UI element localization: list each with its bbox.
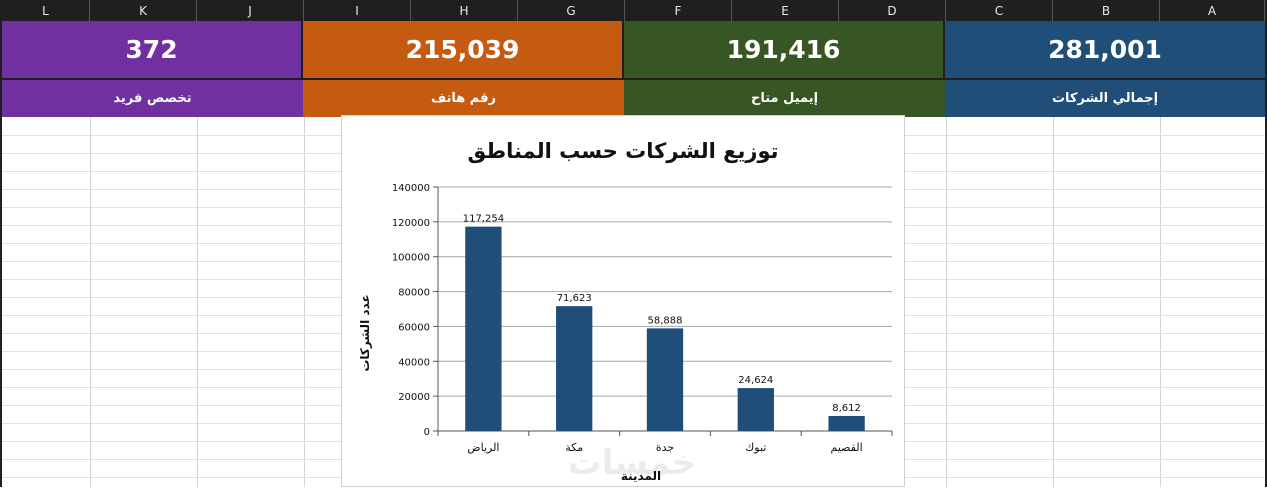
y-tick-label: 60000	[398, 322, 430, 333]
chart-canvas: توزيع الشركات حسب المناطق عدد الشركات ال…	[358, 139, 893, 483]
y-tick-label: 40000	[398, 357, 430, 368]
grid-column-line	[197, 117, 198, 487]
card-unique-specialty-value[interactable]: 372	[2, 21, 303, 78]
column-header-h[interactable]: H	[411, 0, 518, 21]
y-tick-label: 120000	[392, 218, 430, 229]
card-total-companies-value[interactable]: 281,001	[945, 21, 1265, 78]
y-tick-label: 140000	[392, 183, 430, 194]
card-email-label[interactable]: إيميل متاح	[624, 80, 945, 117]
column-header-i[interactable]: I	[304, 0, 411, 21]
card-label-text: تخصص فريد	[113, 91, 192, 106]
card-label-text: إجمالي الشركات	[1051, 91, 1159, 106]
grid-column-line	[1053, 117, 1054, 487]
watermark-text: خمسات	[568, 443, 697, 483]
chart-y-axis-label: عدد الشركات	[358, 294, 372, 371]
card-phone-label[interactable]: رقم هاتف	[303, 80, 624, 117]
chart-x-axis-label: المدينة	[621, 469, 661, 483]
x-tick-label: الرياض	[467, 441, 499, 454]
column-header-f[interactable]: F	[625, 0, 732, 21]
y-tick-label: 20000	[398, 392, 430, 403]
y-tick-label: 100000	[392, 253, 430, 264]
card-value: 191,416	[726, 35, 841, 64]
grid-column-line	[90, 117, 91, 487]
bar	[737, 388, 774, 431]
card-total-companies-label[interactable]: إجمالي الشركات	[945, 80, 1265, 117]
card-email-value[interactable]: 191,416	[624, 21, 945, 78]
sheet-left-border	[0, 0, 2, 487]
column-header-a[interactable]: A	[1160, 0, 1265, 21]
column-header-j[interactable]: J	[197, 0, 304, 21]
card-value: 215,039	[405, 35, 520, 64]
sheet-right-border	[1265, 0, 1267, 487]
column-header-b[interactable]: B	[1053, 0, 1160, 21]
column-header-c[interactable]: C	[946, 0, 1053, 21]
data-label: 24,624	[738, 375, 773, 386]
card-label-text: رقم هاتف	[431, 91, 496, 106]
bar	[828, 415, 865, 431]
plot-area: 0 20000 40000 60000 80000 100000 120000 140000 1…	[392, 183, 893, 454]
x-tick-label: تبوك	[745, 441, 766, 454]
y-tick-label: 80000	[398, 288, 430, 299]
x-tick-label: القصيم	[831, 441, 863, 454]
data-label: 117,254	[463, 214, 504, 225]
card-unique-specialty-label[interactable]: تخصص فريد	[2, 80, 303, 117]
card-value: 372	[125, 35, 178, 64]
data-label: 58,888	[648, 315, 683, 326]
card-label-text: إيميل متاح	[750, 91, 819, 106]
column-header-k[interactable]: K	[90, 0, 197, 21]
grid-column-line	[1160, 117, 1161, 487]
column-header-g[interactable]: G	[518, 0, 625, 21]
bar-chart[interactable]: توزيع الشركات حسب المناطق عدد الشركات ال…	[341, 115, 905, 487]
bar	[465, 226, 502, 431]
chart-title: توزيع الشركات حسب المناطق	[467, 139, 778, 163]
column-header-l[interactable]: L	[2, 0, 90, 21]
x-tick-label: جدة	[656, 441, 674, 454]
bar	[556, 306, 593, 431]
card-value: 281,001	[1048, 35, 1162, 64]
x-tick-label: مكة	[565, 441, 583, 454]
data-label: 71,623	[557, 293, 592, 304]
bar	[646, 328, 684, 431]
column-header-e[interactable]: E	[732, 0, 839, 21]
data-label: 8,612	[832, 403, 861, 414]
card-phone-value[interactable]: 215,039	[303, 21, 624, 78]
y-tick-label: 0	[424, 427, 430, 438]
grid-column-line	[304, 117, 305, 487]
card-divider	[0, 78, 1267, 80]
grid-column-line	[946, 117, 947, 487]
column-header-d[interactable]: D	[839, 0, 946, 21]
